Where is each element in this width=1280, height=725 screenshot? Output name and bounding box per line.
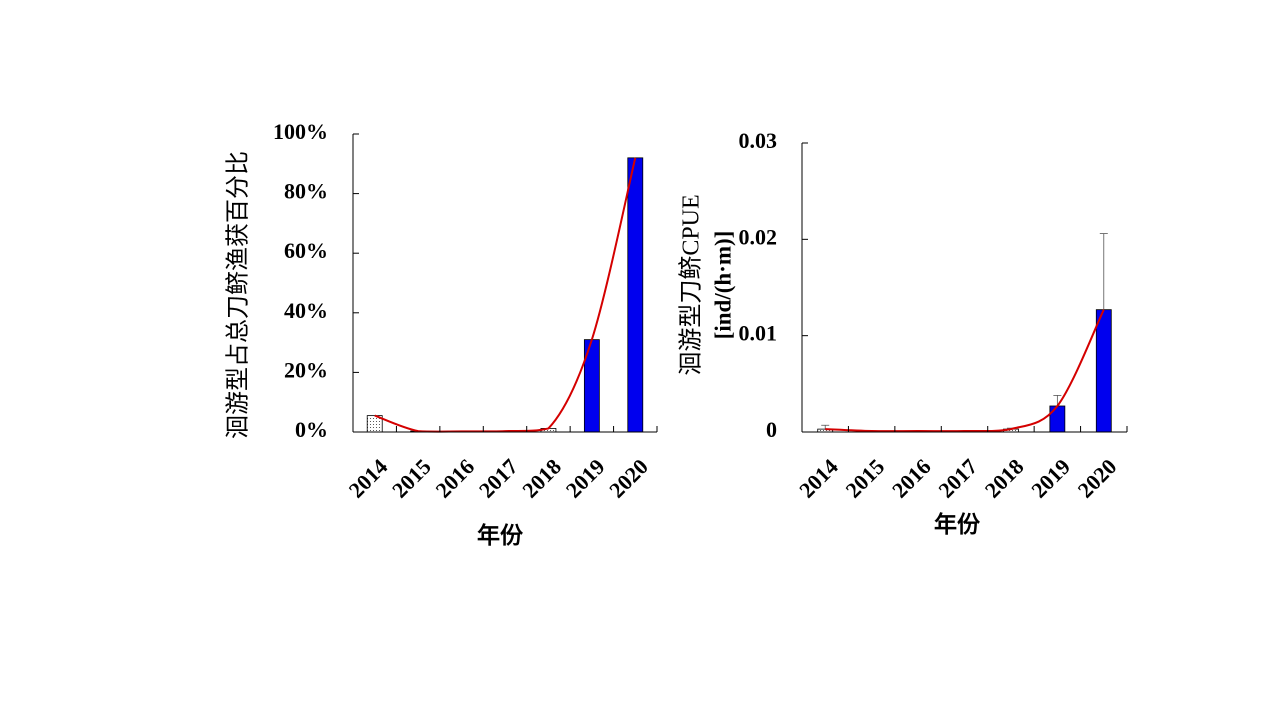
right-error-bars (821, 233, 1108, 430)
chart-right: 0 0.01 0.02 0.03 20142015201620172018201920… (678, 128, 1128, 537)
left-y-axis-title: 洄游型占总刀鲚渔获百分比 (225, 151, 252, 439)
left-y-tick-label: 40% (284, 298, 328, 323)
right-y-tick-label: 0.01 (739, 321, 778, 346)
right-x-tick-label: 2020 (1073, 454, 1122, 503)
left-y-ticks: 0% 20% 40% 60% 80% 100% (273, 119, 359, 442)
right-x-tick-label: 2018 (980, 454, 1029, 503)
right-x-tick-label: 2019 (1026, 454, 1075, 503)
left-bars (366, 157, 644, 433)
left-x-tick-label: 2017 (474, 454, 523, 503)
left-x-tick-label: 2018 (517, 454, 566, 503)
left-x-tick-label: 2020 (604, 454, 653, 503)
right-y-tick-label: 0.03 (739, 128, 778, 153)
right-y-axis-unit: [ind/(h·m)] (710, 231, 735, 340)
right-y-ticks: 0 0.01 0.02 0.03 (739, 128, 808, 442)
right-x-tick-label: 2015 (841, 454, 890, 503)
left-y-tick-label: 60% (284, 238, 328, 263)
right-y-tick-label: 0 (766, 417, 777, 442)
right-bar-2019 (1049, 405, 1066, 433)
left-y-tick-label: 20% (284, 357, 328, 382)
left-y-tick-label: 80% (284, 179, 328, 204)
left-x-tick-label: 2014 (344, 454, 393, 503)
left-x-axis-title: 年份 (477, 522, 524, 548)
left-y-tick-label: 100% (273, 119, 328, 144)
left-trend-line (374, 157, 637, 433)
right-trend-line (825, 309, 1105, 433)
right-x-tick-label: 2014 (794, 454, 843, 503)
right-axes (801, 143, 1127, 433)
left-x-tick-label: 2019 (561, 454, 610, 503)
right-x-axis-title: 年份 (934, 511, 981, 537)
right-x-tick-label: 2016 (887, 454, 936, 503)
right-bars (817, 309, 1112, 433)
right-bar-2020 (1095, 309, 1112, 433)
left-bar-2020 (627, 157, 644, 433)
right-y-axis-title: 洄游型刀鲚CPUE (678, 194, 705, 375)
chart-left: 0%20%40%60%80%100% 201420152016201720182… (225, 119, 658, 548)
right-x-tick-label: 2017 (933, 454, 982, 503)
left-y-tick-label: 0% (295, 417, 328, 442)
right-y-tick-label: 0.02 (739, 224, 778, 249)
left-axes (352, 134, 657, 433)
left-x-tick-label: 2016 (430, 454, 479, 503)
left-x-tick-label: 2015 (387, 454, 436, 503)
